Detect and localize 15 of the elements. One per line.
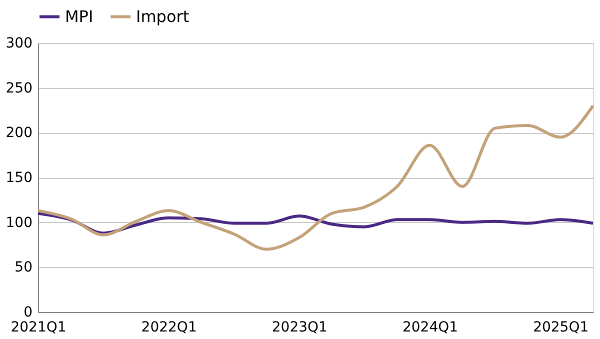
y-tick-label: 0 (24, 304, 32, 320)
y-tick-label: 250 (6, 80, 32, 96)
y-tick-label: 50 (14, 260, 32, 276)
y-tick-label: 100 (6, 214, 32, 231)
y-tick-label: 300 (6, 36, 32, 52)
legend-label: MPI (65, 6, 94, 26)
line-series (36, 104, 594, 251)
x-tick-label: 2023Q1 (272, 320, 328, 336)
x-tick-label: 2021Q1 (10, 320, 66, 336)
x-tick-label: 2025Q1 (533, 320, 589, 336)
x-tick-label: 2022Q1 (141, 320, 197, 336)
y-tick-label: 150 (6, 170, 32, 186)
y-tick-label: 200 (6, 125, 32, 142)
legend-label: Import (136, 6, 190, 26)
x-tick-label: 2024Q1 (402, 320, 458, 336)
